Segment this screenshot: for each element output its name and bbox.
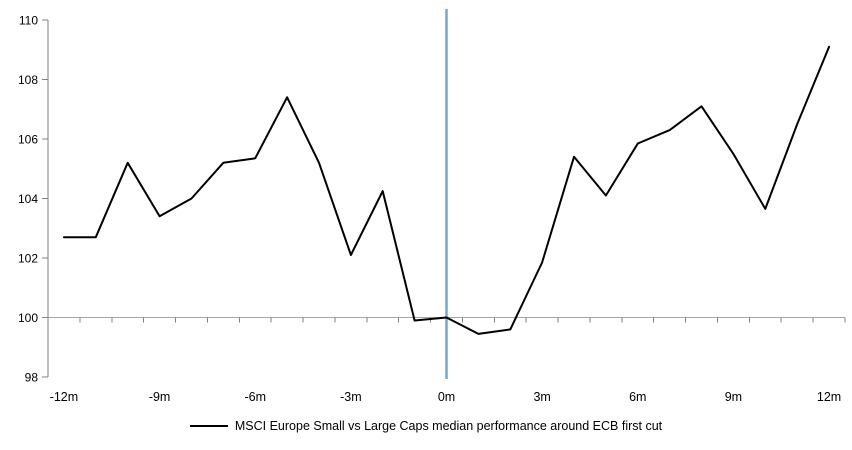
x-tick-label: 3m (533, 390, 550, 404)
x-tick-label: 6m (629, 390, 646, 404)
x-tick-label: -9m (149, 390, 171, 404)
y-tick-label: 110 (19, 14, 38, 28)
y-tick-label: 102 (18, 252, 38, 266)
legend-label: MSCI Europe Small vs Large Caps median p… (234, 419, 663, 433)
y-tick-label: 104 (18, 192, 38, 206)
x-tick-label: -3m (340, 390, 362, 404)
x-tick-label: 9m (725, 390, 742, 404)
y-tick-label: 108 (18, 73, 38, 87)
legend-line-sample (189, 425, 228, 427)
legend: MSCI Europe Small vs Large Caps median p… (0, 419, 852, 433)
y-tick-label: 106 (18, 133, 38, 147)
y-tick-label: 98 (25, 371, 39, 385)
x-tick-label: -12m (50, 390, 78, 404)
series-polyline (62, 45, 831, 335)
x-tick-label: 0m (438, 390, 455, 404)
x-tick-label: -6m (244, 390, 266, 404)
x-tick-label: 12m (817, 390, 841, 404)
y-tick-label: 100 (18, 311, 38, 325)
